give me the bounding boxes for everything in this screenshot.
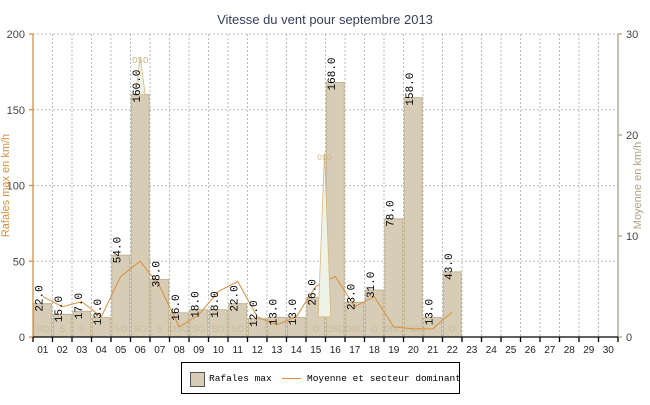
svg-text:24: 24 <box>486 345 498 356</box>
svg-text:SO: SO <box>192 324 205 334</box>
svg-text:13.0: 13.0 <box>93 299 105 325</box>
svg-text:09: 09 <box>193 345 205 356</box>
svg-text:SO: SO <box>134 324 147 334</box>
svg-text:22.0: 22.0 <box>35 285 47 311</box>
svg-text:O: O <box>371 324 378 334</box>
svg-text:27: 27 <box>544 345 556 356</box>
svg-text:18.0: 18.0 <box>191 291 203 317</box>
svg-text:43.0: 43.0 <box>444 253 456 279</box>
svg-text:17.0: 17.0 <box>74 293 86 319</box>
svg-text:30: 30 <box>603 345 615 356</box>
svg-text:158.0: 158.0 <box>405 73 417 106</box>
svg-text:150: 150 <box>7 105 25 117</box>
svg-text:78.0: 78.0 <box>386 200 398 226</box>
svg-text:S: S <box>59 324 65 334</box>
svg-text:26: 26 <box>525 345 537 356</box>
svg-text:13.0: 13.0 <box>269 299 281 325</box>
svg-text:OSO: OSO <box>325 324 345 334</box>
svg-text:13.0: 13.0 <box>425 299 437 325</box>
svg-text:10: 10 <box>626 231 638 243</box>
svg-text:22: 22 <box>447 345 459 356</box>
svg-text:07: 07 <box>154 345 166 356</box>
svg-text:28: 28 <box>564 345 576 356</box>
svg-text:13.0: 13.0 <box>288 299 300 325</box>
svg-text:SO: SO <box>231 324 244 334</box>
svg-text:21: 21 <box>427 345 439 356</box>
svg-text:S: S <box>79 324 85 334</box>
svg-text:19: 19 <box>388 345 400 356</box>
svg-text:12: 12 <box>252 345 264 356</box>
svg-text:OSO: OSO <box>317 154 332 163</box>
svg-text:15.0: 15.0 <box>54 296 66 322</box>
svg-text:SO: SO <box>212 324 225 334</box>
svg-text:23: 23 <box>466 345 478 356</box>
svg-text:20: 20 <box>626 130 638 142</box>
svg-text:15: 15 <box>310 345 322 356</box>
svg-text:12.0: 12.0 <box>249 300 261 326</box>
svg-text:01: 01 <box>37 345 49 356</box>
svg-text:200: 200 <box>7 29 25 41</box>
svg-text:SO: SO <box>36 324 49 334</box>
svg-text:54.0: 54.0 <box>113 237 125 263</box>
svg-text:03: 03 <box>76 345 88 356</box>
svg-text:29: 29 <box>583 345 595 356</box>
svg-text:10: 10 <box>213 345 225 356</box>
svg-text:08: 08 <box>174 345 186 356</box>
svg-text:Moyenne en km/h: Moyenne en km/h <box>632 142 644 229</box>
svg-text:16: 16 <box>330 345 342 356</box>
svg-text:OSO: OSO <box>132 56 148 66</box>
svg-text:ONO: ONO <box>383 324 404 334</box>
svg-text:20: 20 <box>408 345 420 356</box>
svg-text:14: 14 <box>291 345 303 356</box>
svg-text:23.0: 23.0 <box>347 284 359 310</box>
svg-text:05: 05 <box>115 345 127 356</box>
svg-text:22.0: 22.0 <box>230 285 242 311</box>
svg-text:38.0: 38.0 <box>152 261 164 287</box>
svg-text:31.0: 31.0 <box>366 272 378 298</box>
svg-text:25: 25 <box>505 345 517 356</box>
svg-text:16.0: 16.0 <box>171 294 183 320</box>
svg-text:0: 0 <box>19 332 25 344</box>
svg-text:50: 50 <box>13 256 25 268</box>
svg-text:160.0: 160.0 <box>132 70 144 103</box>
svg-text:O: O <box>312 324 319 334</box>
svg-text:04: 04 <box>96 345 108 356</box>
svg-text:O: O <box>449 324 456 334</box>
svg-text:26.0: 26.0 <box>308 279 320 305</box>
svg-text:SO: SO <box>114 324 127 334</box>
svg-text:13: 13 <box>271 345 283 356</box>
svg-text:02: 02 <box>57 345 69 356</box>
svg-text:30: 30 <box>626 29 638 41</box>
svg-text:OSO: OSO <box>345 324 365 334</box>
svg-text:18.0: 18.0 <box>210 291 222 317</box>
svg-text:06: 06 <box>135 345 147 356</box>
svg-text:OSO: OSO <box>169 324 189 334</box>
svg-text:11: 11 <box>233 345 244 356</box>
svg-text:0: 0 <box>626 332 632 344</box>
svg-text:S: S <box>157 324 163 334</box>
svg-text:17: 17 <box>349 345 361 356</box>
svg-text:Vitesse du vent pour septembre: Vitesse du vent pour septembre 2013 <box>217 12 433 27</box>
svg-text:18: 18 <box>369 345 381 356</box>
svg-text:Rafales max en km/h: Rafales max en km/h <box>0 134 12 237</box>
svg-text:168.0: 168.0 <box>327 57 339 90</box>
